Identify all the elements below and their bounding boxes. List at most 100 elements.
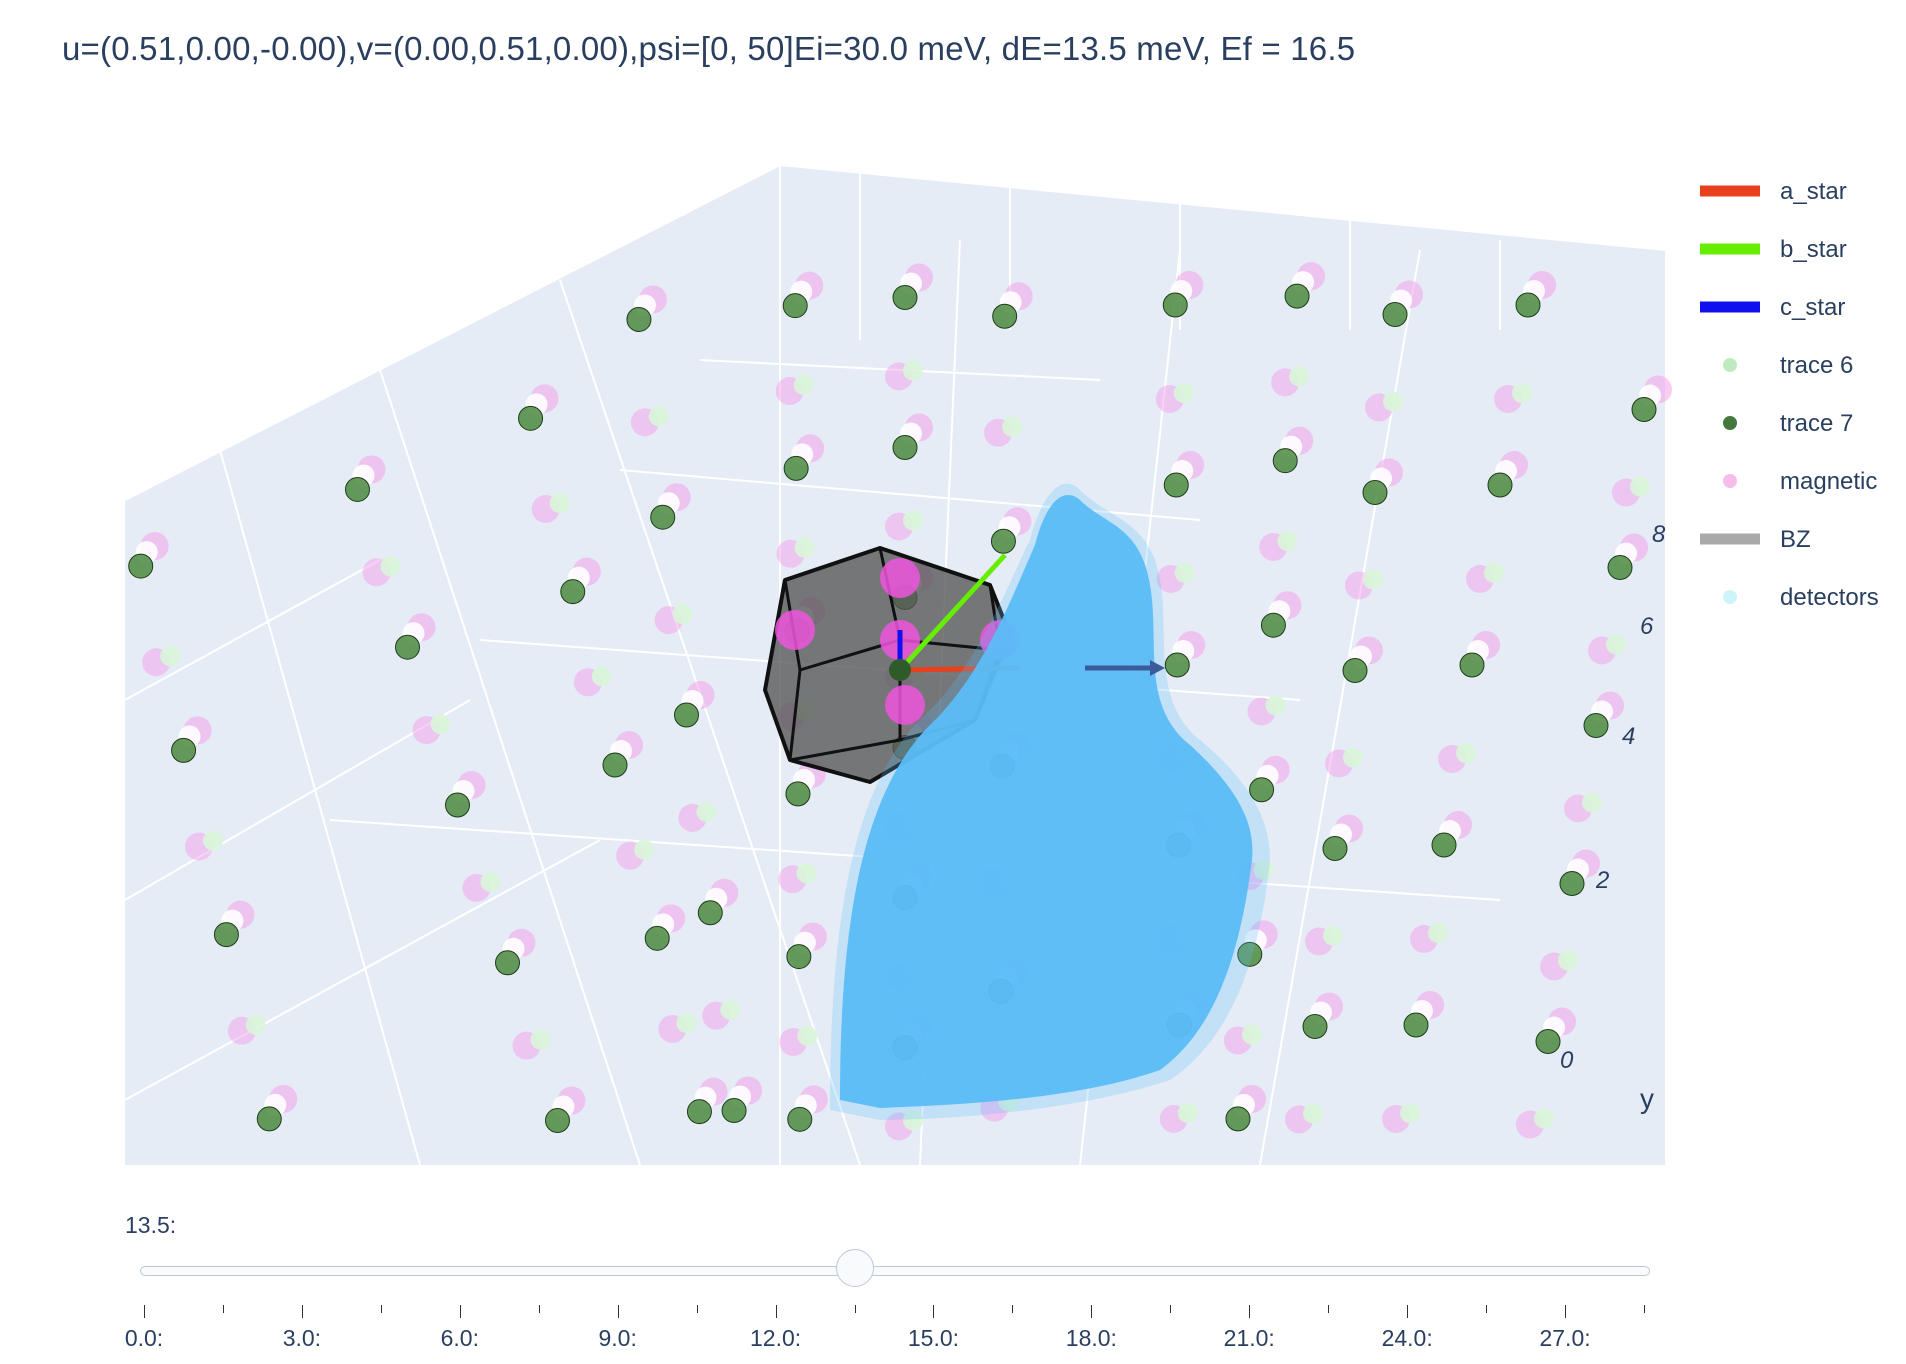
trace6-point — [1173, 383, 1194, 403]
magnetic-point — [885, 685, 925, 725]
slider-step-label[interactable]: 3.0: — [282, 1325, 322, 1351]
trace7-point — [1249, 777, 1275, 803]
slider-minor-tick — [222, 1305, 224, 1313]
slider-rail[interactable] — [140, 1266, 1650, 1276]
trace7-point — [782, 293, 808, 319]
legend-swatch — [1700, 243, 1760, 255]
legend-item-a-star[interactable]: a_star — [1700, 176, 1900, 206]
trace7-point — [1302, 1014, 1328, 1039]
slider-step-label[interactable]: 15.0: — [907, 1325, 960, 1351]
trace7-point — [787, 1106, 813, 1132]
legend-swatch — [1700, 301, 1760, 313]
trace6-point — [1343, 747, 1363, 768]
trace6-point — [1484, 563, 1504, 583]
magnetic-point — [775, 610, 815, 650]
trace7-point — [518, 405, 544, 431]
trace6-point — [380, 556, 401, 577]
legend-marker — [1723, 474, 1737, 488]
slider-step-label[interactable]: 24.0: — [1381, 1325, 1433, 1351]
trace7-point — [1163, 472, 1189, 498]
trace7-point — [1362, 480, 1388, 505]
slider-minor-tick — [380, 1305, 382, 1313]
trace7-point — [721, 1098, 747, 1124]
trace7-point — [892, 435, 918, 460]
legend-label: b_star — [1780, 236, 1847, 263]
trace7-point — [783, 455, 809, 481]
scene-gridlines — [124, 164, 1666, 1166]
legend-label: BZ — [1780, 526, 1811, 553]
y-tick-label: 0 — [1560, 1047, 1574, 1074]
legend-item-c-star[interactable]: c_star — [1700, 292, 1900, 322]
trace6-point — [676, 1013, 697, 1033]
trace7-point — [1535, 1029, 1561, 1054]
legend-item-magnetic[interactable]: magnetic — [1700, 466, 1900, 496]
trace6-point — [672, 604, 693, 625]
slider-major-tick — [1249, 1305, 1251, 1318]
trace6-point — [591, 666, 612, 687]
y-tick-label: 2 — [1595, 867, 1609, 894]
trace7-point — [1272, 448, 1298, 474]
slider-minor-tick — [1170, 1305, 1172, 1313]
trace6-point — [1277, 530, 1298, 551]
slider-minor-tick — [1328, 1305, 1330, 1313]
trace7-point — [1403, 1012, 1429, 1038]
slider-major-tick — [301, 1305, 303, 1318]
legend-marker — [1723, 358, 1737, 372]
trace7-point — [495, 950, 520, 976]
trace6-point — [797, 1025, 818, 1046]
y-tick-label: 6 — [1640, 613, 1654, 640]
3d-scene[interactable]: 0 2 4 6 8 y — [0, 0, 1906, 1200]
trace7-point — [785, 781, 811, 807]
gridline — [699, 359, 1101, 381]
slider-major-tick — [1565, 1305, 1567, 1318]
y-tick-label: 4 — [1622, 723, 1635, 750]
slider-current-value: 13.5: — [125, 1212, 177, 1238]
trace7-point — [445, 792, 470, 818]
trace7-point — [395, 634, 420, 660]
bz-edge — [789, 758, 871, 784]
gridline — [124, 699, 471, 901]
trace6-point — [1428, 923, 1448, 943]
trace6-point — [1512, 383, 1532, 403]
slider-step-label[interactable]: 0.0: — [124, 1325, 164, 1351]
trace7-point — [1225, 1106, 1251, 1132]
trace7-point — [345, 476, 370, 502]
legend-swatch — [1723, 358, 1737, 372]
trace6-point — [648, 406, 669, 427]
trace7-point — [171, 737, 197, 763]
slider-step-label[interactable]: 27.0: — [1539, 1325, 1591, 1351]
legend-label: detectors — [1780, 584, 1879, 611]
legend-label: magnetic — [1780, 468, 1878, 495]
slider-step-label[interactable]: 21.0: — [1223, 1325, 1275, 1351]
legend-swatch — [1700, 533, 1760, 545]
gridline — [559, 279, 861, 1166]
trace7-point — [1284, 283, 1310, 309]
trace7-point — [1164, 652, 1190, 678]
trace7-point — [560, 579, 586, 605]
slider-grip[interactable] — [835, 1249, 874, 1287]
trace7-point — [1487, 472, 1513, 498]
slider-major-tick — [459, 1305, 461, 1318]
trace7-point — [256, 1106, 282, 1132]
slider-major-tick — [775, 1305, 777, 1318]
legend-item-trace-6[interactable]: trace 6 — [1700, 350, 1900, 380]
slider-step-label[interactable]: 9.0: — [598, 1325, 637, 1351]
slider-step-label[interactable]: 6.0: — [440, 1325, 479, 1351]
trace6-point — [1456, 743, 1476, 763]
legend-item-BZ[interactable]: BZ — [1700, 524, 1900, 554]
legend-item-b-star[interactable]: b_star — [1700, 234, 1900, 264]
gridline — [219, 449, 421, 1166]
legend-item-trace-7[interactable]: trace 7 — [1700, 408, 1900, 438]
slider-minor-tick — [538, 1305, 540, 1313]
gridline — [124, 559, 381, 701]
trace7-point — [213, 922, 239, 948]
trace6-point — [1534, 1108, 1554, 1129]
legend-swatch — [1700, 185, 1760, 197]
trace6-point — [1558, 950, 1578, 971]
slider-step-label[interactable]: 12.0: — [750, 1325, 802, 1351]
legend-item-detectors[interactable]: detectors — [1700, 582, 1900, 612]
trace6-point — [696, 801, 717, 822]
detector-volume — [840, 495, 1253, 1108]
slider-step-label[interactable]: 18.0: — [1065, 1325, 1117, 1351]
trace6-point — [1002, 416, 1023, 437]
